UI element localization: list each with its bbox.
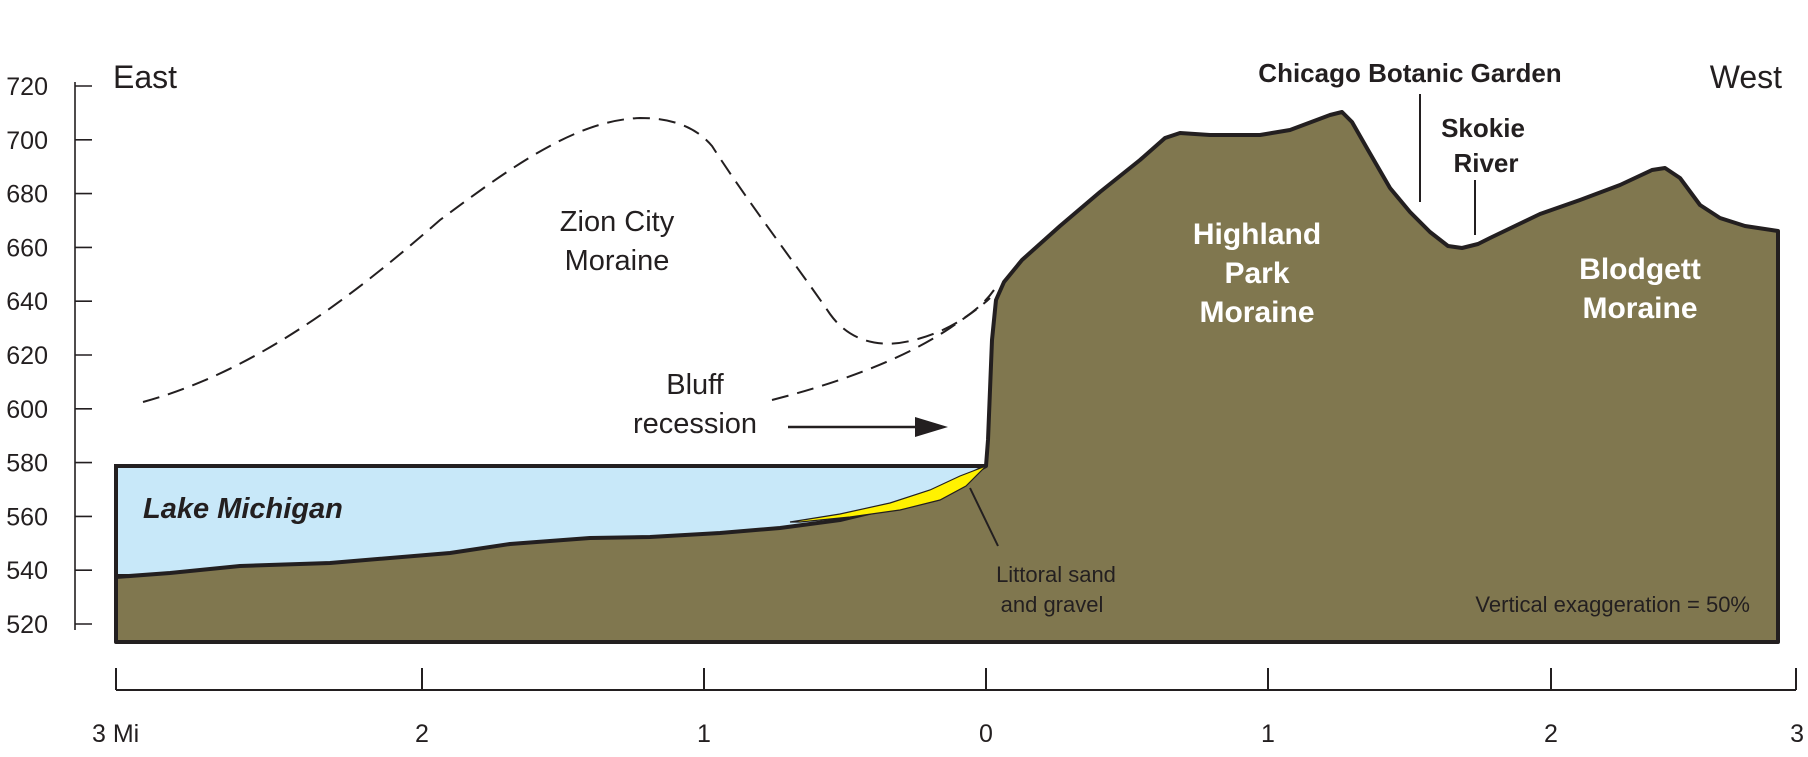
recession-arrowhead [915, 417, 948, 437]
littoral-label-line2: and gravel [1001, 592, 1104, 617]
zion-label-line1: Zion City [560, 206, 675, 238]
y-tick-label: 640 [6, 288, 48, 316]
x-tick-label: 1 [1261, 720, 1275, 748]
y-tick-label: 560 [6, 503, 48, 531]
blodgett-label-line2: Moraine [1582, 292, 1697, 325]
y-tick-label: 680 [6, 181, 48, 209]
bluff-label-line2: recession [633, 408, 757, 440]
blodgett-label-line1: Blodgett [1579, 253, 1701, 286]
x-tick-label: 2 [1544, 720, 1558, 748]
lake-label: Lake Michigan [143, 493, 343, 525]
y-tick-label: 700 [6, 127, 48, 155]
x-tick-label: 1 [697, 720, 711, 748]
x-tick-label: 2 [415, 720, 429, 748]
land-profile [114, 110, 1780, 644]
highland-label-line2: Park [1224, 257, 1289, 290]
y-tick-label: 580 [6, 450, 48, 478]
exaggeration-note: Vertical exaggeration = 50% [1475, 592, 1750, 617]
east-label: East [113, 59, 177, 95]
zion-label-line2: Moraine [565, 245, 670, 277]
botanic-label: Chicago Botanic Garden [1258, 58, 1561, 88]
y-tick-label: 720 [6, 73, 48, 101]
y-axis: 720 700 680 660 640 620 600 580 560 540 520 [6, 73, 92, 639]
y-tick-label: 660 [6, 234, 48, 262]
littoral-sand [789, 465, 987, 523]
bluff-recession-dashed-line [771, 297, 991, 401]
x-tick-label: 3 Mi [92, 720, 139, 748]
skokie-label-line1: Skokie [1441, 113, 1525, 143]
x-axis: 3 Mi 2 1 0 1 2 3 [92, 668, 1804, 748]
zion-moraine-dashed-line [142, 116, 995, 403]
highland-label-line1: Highland [1193, 218, 1321, 251]
highland-label-line3: Moraine [1199, 296, 1314, 329]
y-tick-label: 600 [6, 396, 48, 424]
littoral-label-line1: Littoral sand [996, 562, 1116, 587]
y-tick-label: 520 [6, 611, 48, 639]
x-tick-label: 3 [1790, 720, 1804, 748]
skokie-label-line2: River [1453, 148, 1518, 178]
west-label: West [1710, 59, 1782, 95]
littoral-leader-line [969, 487, 999, 547]
x-tick-label: 0 [979, 720, 993, 748]
bluff-label-line1: Bluff [666, 369, 724, 401]
y-tick-label: 620 [6, 342, 48, 370]
y-tick-label: 540 [6, 557, 48, 585]
